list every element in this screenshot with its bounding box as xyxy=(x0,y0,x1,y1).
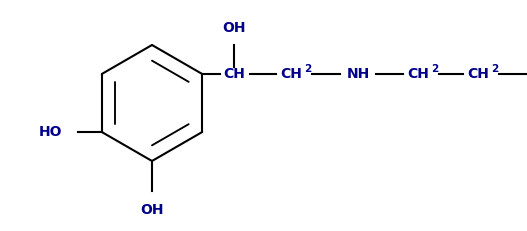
Text: OH: OH xyxy=(222,21,246,35)
Text: CH: CH xyxy=(407,67,429,81)
Text: OH: OH xyxy=(140,203,164,217)
Text: CH: CH xyxy=(223,67,245,81)
Text: NH: NH xyxy=(347,67,370,81)
Text: CH: CH xyxy=(280,67,302,81)
Text: HO: HO xyxy=(38,125,62,139)
Text: 2: 2 xyxy=(432,64,439,74)
Text: CH: CH xyxy=(467,67,489,81)
Text: 2: 2 xyxy=(492,64,499,74)
Text: 2: 2 xyxy=(305,64,312,74)
